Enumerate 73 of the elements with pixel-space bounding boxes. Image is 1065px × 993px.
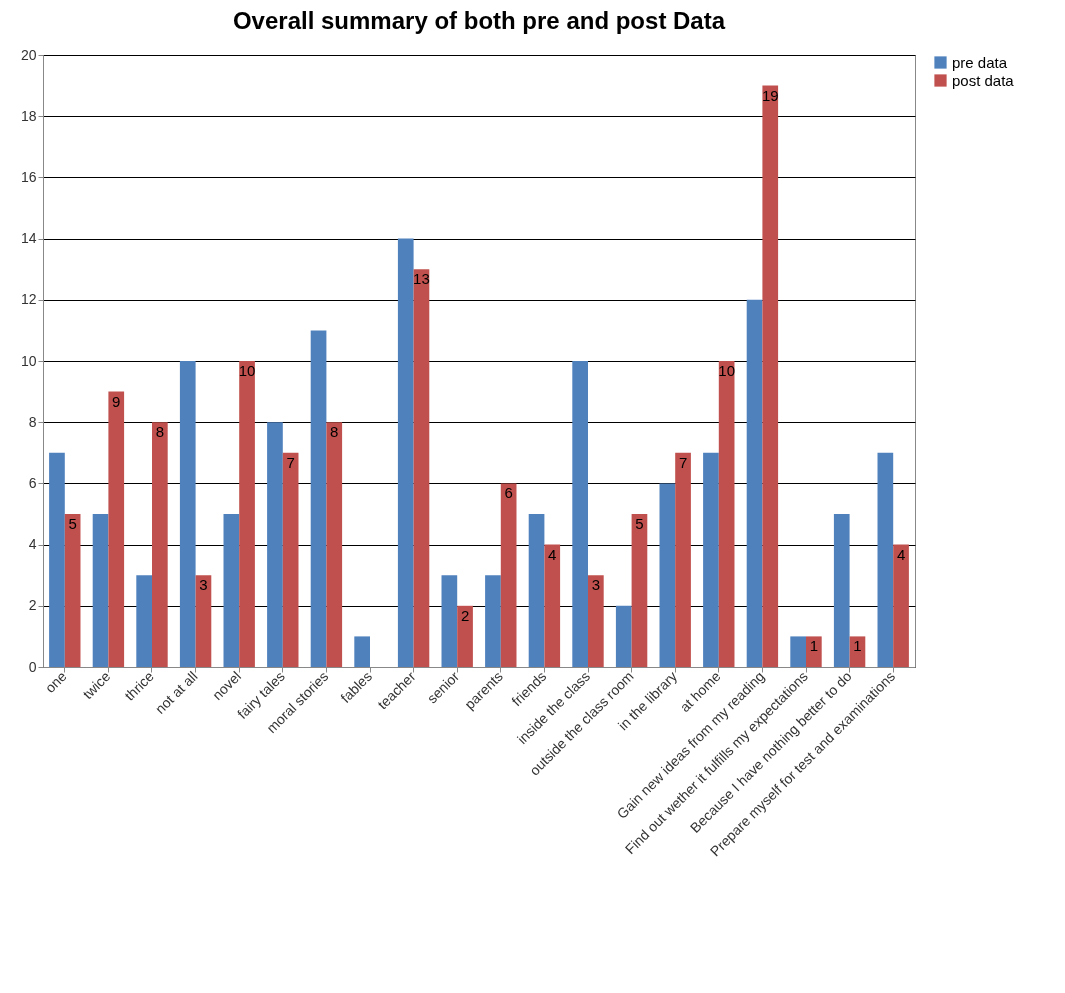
data-label: 3 (199, 576, 208, 594)
x-tick-label: one (41, 667, 70, 696)
y-tick-label: 0 (28, 658, 37, 675)
data-label: 7 (286, 453, 295, 471)
bar (49, 452, 65, 667)
bar (762, 85, 779, 667)
y-tick-label: 10 (20, 352, 37, 369)
chart-title: Overall summary of both pre and post Data (232, 7, 726, 34)
bar (718, 361, 735, 667)
legend-label: pre data (952, 53, 1008, 71)
data-label: 13 (413, 270, 430, 288)
data-label: 9 (112, 392, 121, 410)
data-label: 8 (155, 423, 165, 441)
bar (413, 269, 430, 667)
bar (588, 575, 604, 667)
y-tick-label: 4 (28, 536, 37, 553)
bar (833, 514, 850, 667)
bar (675, 452, 691, 667)
bar (195, 575, 212, 667)
bar (64, 514, 81, 667)
bar (659, 483, 676, 667)
bar (397, 238, 414, 667)
data-label: 1 (853, 637, 862, 655)
bar (806, 636, 822, 667)
data-label: 5 (68, 515, 77, 532)
data-label: 2 (460, 606, 470, 624)
data-label: 1 (809, 637, 819, 655)
y-tick-label: 18 (20, 107, 37, 124)
bar (179, 361, 196, 667)
bar (544, 544, 561, 667)
bar (572, 361, 588, 667)
y-tick-label: 16 (20, 168, 37, 185)
bar (485, 575, 501, 667)
bar (267, 422, 283, 667)
bar (703, 452, 719, 667)
bar (615, 605, 632, 667)
bar (528, 514, 545, 667)
bar (441, 575, 458, 667)
bar (282, 452, 299, 667)
y-tick-label: 12 (20, 291, 37, 308)
bar (108, 391, 125, 667)
data-label: 10 (718, 362, 735, 379)
data-label: 8 (330, 423, 339, 441)
bar (239, 361, 255, 667)
data-label: 7 (678, 453, 688, 471)
data-label: 4 (896, 545, 906, 563)
bar (893, 544, 909, 667)
bar (500, 483, 517, 667)
bar (310, 330, 327, 667)
data-label: 10 (238, 362, 256, 379)
bar (92, 514, 109, 667)
bar (326, 422, 343, 667)
y-tick-label: 14 (20, 230, 37, 247)
bar (223, 514, 240, 667)
bar (457, 605, 473, 667)
y-tick-label: 8 (28, 413, 37, 430)
y-tick-label: 2 (28, 597, 37, 614)
bar (746, 299, 763, 667)
y-tick-label: 6 (28, 474, 37, 491)
bar (790, 636, 806, 667)
bar (354, 636, 370, 667)
bar (631, 514, 648, 667)
bar (877, 452, 894, 667)
data-label: 4 (548, 545, 557, 563)
bar (849, 636, 866, 667)
bar (152, 422, 168, 667)
data-label: 3 (591, 576, 601, 594)
y-tick-label: 20 (20, 46, 37, 63)
data-label: 6 (504, 484, 513, 502)
bar (136, 575, 152, 667)
legend-label: post data (952, 71, 1015, 89)
data-label: 5 (635, 515, 644, 532)
data-label: 19 (761, 86, 779, 104)
